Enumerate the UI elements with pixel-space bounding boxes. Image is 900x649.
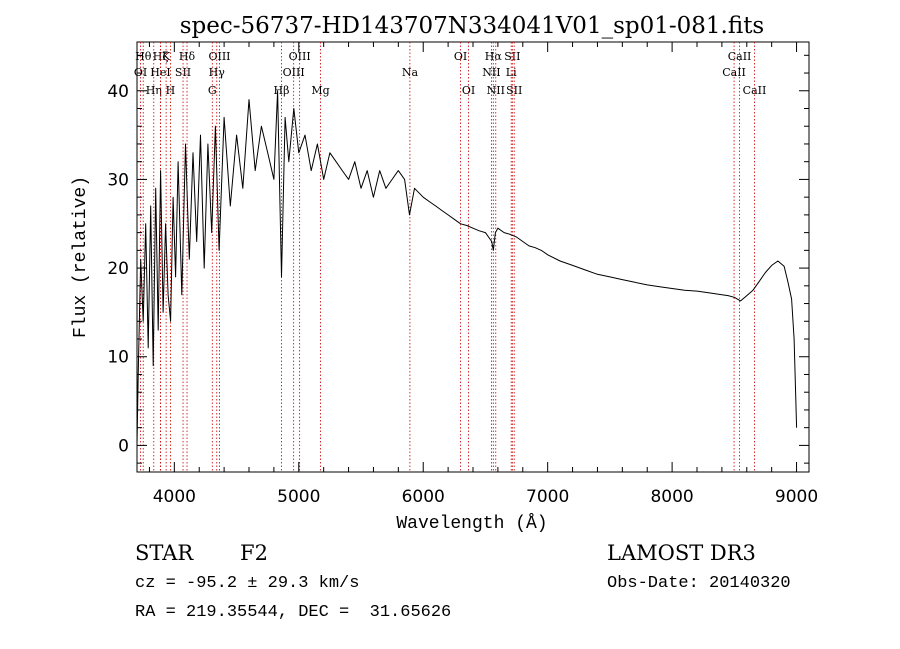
plot-frame <box>136 41 810 473</box>
redshift-text: cz = -95.2 ± 29.3 km/s <box>135 574 360 593</box>
line-marker-label-19: NII <box>482 66 500 79</box>
line-marker-label-11: OIII <box>208 50 230 63</box>
spectrum-line-0 <box>136 90 798 446</box>
line-marker-label-23: SII <box>504 50 520 63</box>
line-marker-label-18: OI <box>462 84 475 97</box>
line-marker-label-7: SII <box>175 66 191 79</box>
survey-name: LAMOST DR3 <box>607 541 756 565</box>
line-marker-label-25: CaII <box>722 66 746 79</box>
y-axis-label: Flux (relative) <box>71 176 91 338</box>
line-marker-label-22: Li <box>506 66 517 79</box>
x-tick-label-2: 6000 <box>402 487 445 507</box>
x-tick-label-3: 7000 <box>526 487 569 507</box>
x-tick-label-0: 4000 <box>153 487 196 507</box>
x-tick-label-1: 5000 <box>277 487 320 507</box>
y-tick-label-0: 0 <box>118 436 129 456</box>
line-markers: OIHθHηHζHeIKHSIIHδGHγOIIIHβOIIIOIIIMgNaO… <box>134 42 766 472</box>
line-marker-label-27: CaII <box>743 84 767 97</box>
line-marker-label-8: Hδ <box>179 50 196 63</box>
line-marker-label-2: Hη <box>146 84 162 97</box>
line-marker-label-4: HeI <box>150 66 170 79</box>
x-tick-label-5: 9000 <box>775 487 818 507</box>
x-tick-label-4: 8000 <box>650 487 693 507</box>
y-tick-label-2: 20 <box>107 259 129 279</box>
obs-date-text: Obs-Date: 20140320 <box>607 574 791 593</box>
line-marker-label-1: Hθ <box>135 50 152 63</box>
line-marker-label-0: OI <box>134 66 147 79</box>
coordinates-text: RA = 219.35544, DEC = 31.65626 <box>135 603 452 622</box>
line-marker-label-21: NII <box>487 84 505 97</box>
line-marker-label-26: CaII <box>728 50 752 63</box>
spectral-subclass: F2 <box>240 541 268 565</box>
line-marker-label-15: Mg <box>311 84 329 97</box>
line-marker-label-20: Hα <box>485 50 503 63</box>
line-marker-label-24: SII <box>506 84 522 97</box>
spectrum-series <box>136 90 798 446</box>
axis-ticks: 4000 5000 6000 7000 8000 9000 0 10 20 30 40 <box>107 42 818 507</box>
line-marker-label-17: OI <box>454 50 467 63</box>
line-marker-label-10: Hγ <box>209 66 226 79</box>
spectrum-chart: OIHθHηHζHeIKHSIIHδGHγOIIIHβOIIIOIIIMgNaO… <box>71 13 818 534</box>
line-marker-label-13: OIII <box>283 66 305 79</box>
line-marker-label-9: G <box>208 84 217 97</box>
line-marker-label-6: H <box>166 84 176 97</box>
line-marker-label-14: OIII <box>289 50 311 63</box>
x-axis-label: Wavelength (Å) <box>396 513 547 534</box>
y-tick-label-1: 10 <box>107 348 129 368</box>
chart-title: spec-56737-HD143707N334041V01_sp01-081.f… <box>180 13 765 39</box>
line-marker-label-5: K <box>162 50 171 63</box>
object-class: STAR <box>135 541 194 565</box>
line-marker-label-12: Hβ <box>274 84 290 97</box>
line-marker-label-16: Na <box>402 66 419 79</box>
y-tick-label-4: 40 <box>107 82 129 102</box>
y-tick-label-3: 30 <box>107 170 129 190</box>
